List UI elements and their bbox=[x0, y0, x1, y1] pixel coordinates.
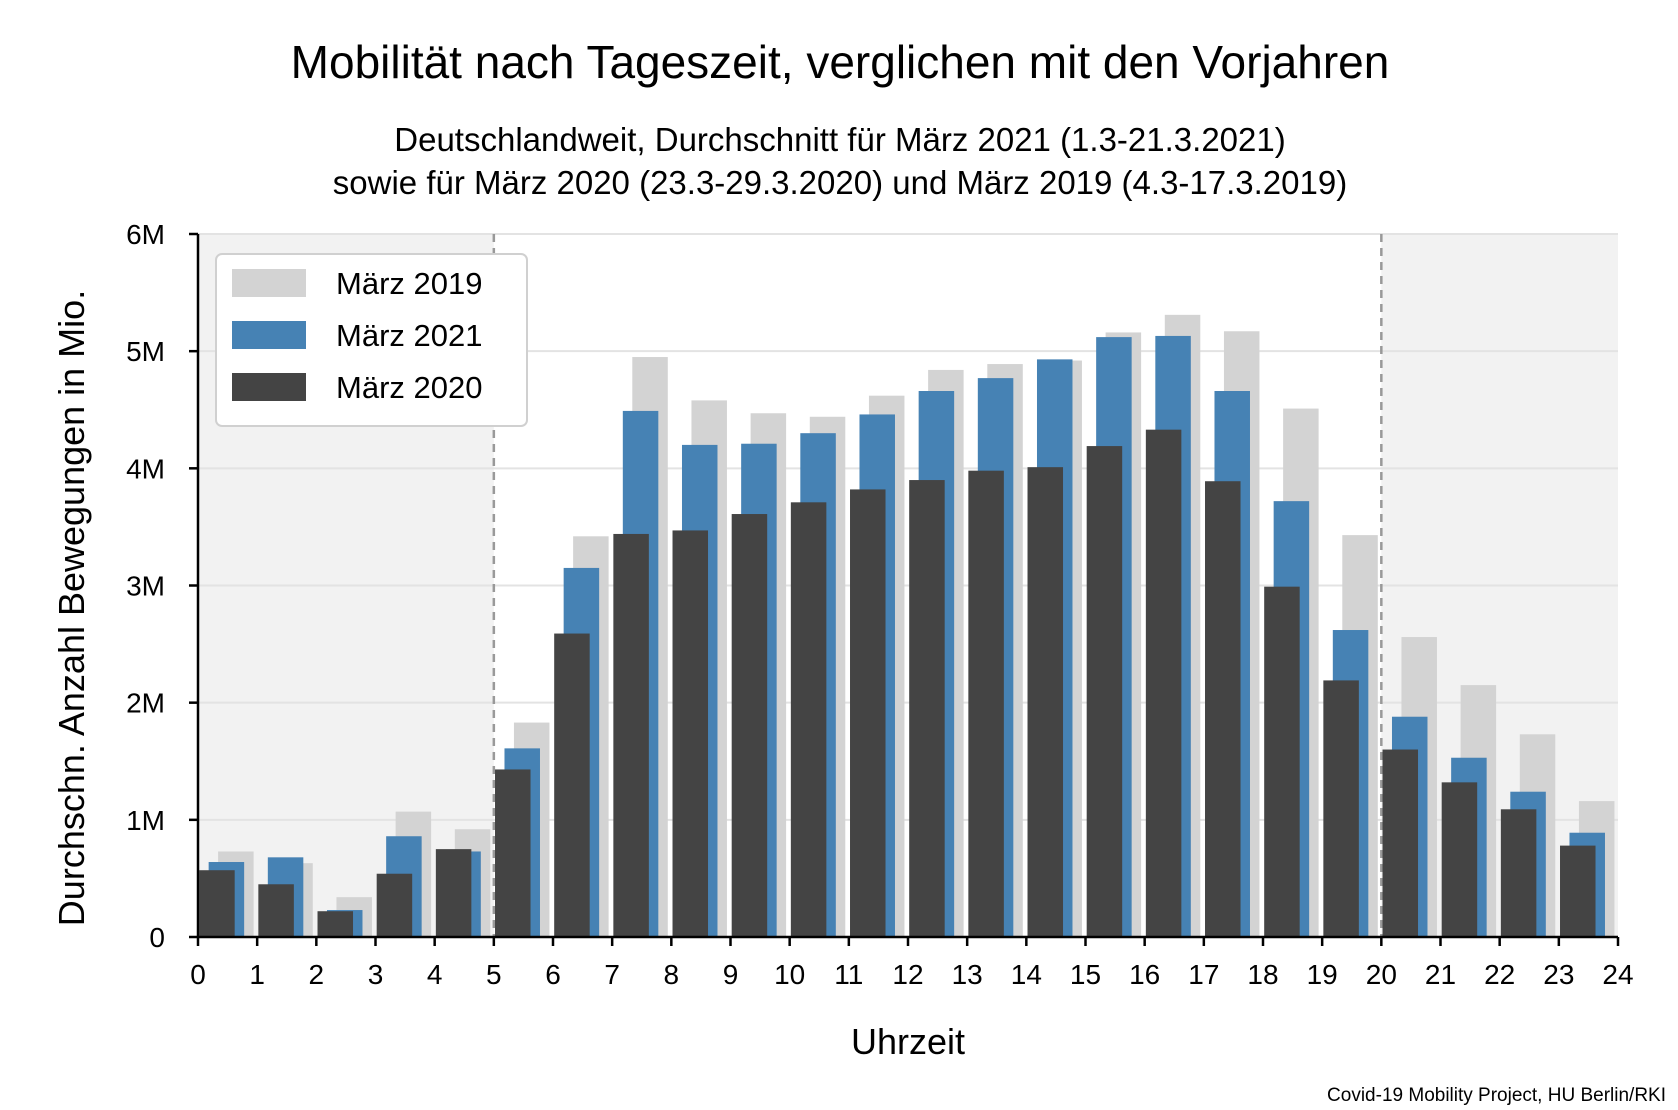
bar-2020-12 bbox=[909, 480, 945, 937]
x-tick-label-24: 24 bbox=[1602, 959, 1633, 990]
y-axis-ticks: 0 1M 2M 3M 4M 5M 6M bbox=[126, 219, 198, 953]
bar-2020-22 bbox=[1500, 809, 1537, 937]
x-tick-label-16: 16 bbox=[1129, 959, 1160, 990]
x-tick-label-7: 7 bbox=[604, 959, 620, 990]
x-tick-label-12: 12 bbox=[892, 959, 923, 990]
x-tick-label-13: 13 bbox=[952, 959, 983, 990]
x-tick-label-4: 4 bbox=[427, 959, 443, 990]
bar-2020-6 bbox=[554, 633, 590, 937]
bar-2020-10 bbox=[790, 502, 827, 937]
y-tick-label-6M: 6M bbox=[126, 219, 165, 250]
x-tick-label-20: 20 bbox=[1366, 959, 1397, 990]
bar-2020-21 bbox=[1441, 782, 1478, 937]
bar-2020-16 bbox=[1145, 429, 1182, 937]
bar-2020-17 bbox=[1205, 481, 1241, 937]
bar-2020-14 bbox=[1027, 467, 1064, 937]
bar-2020-9 bbox=[731, 514, 768, 937]
x-tick-label-18: 18 bbox=[1247, 959, 1278, 990]
x-tick-label-2: 2 bbox=[309, 959, 325, 990]
bar-2020-8 bbox=[672, 530, 709, 937]
x-axis-label: Uhrzeit bbox=[851, 1021, 965, 1062]
x-tick-label-6: 6 bbox=[545, 959, 561, 990]
y-tick-label-2M: 2M bbox=[126, 688, 165, 719]
bar-2020-5 bbox=[495, 769, 531, 937]
chart-subtitle-line-2: sowie für März 2020 (23.3-29.3.2020) und… bbox=[333, 164, 1347, 201]
bar-2020-23 bbox=[1560, 845, 1596, 937]
legend-swatch-2 bbox=[232, 373, 306, 401]
bar-2020-1 bbox=[258, 884, 294, 937]
x-tick-label-10: 10 bbox=[774, 959, 805, 990]
y-tick-label-3M: 3M bbox=[126, 571, 165, 602]
legend-swatch-1 bbox=[232, 321, 306, 349]
bar-2020-4 bbox=[435, 849, 472, 937]
bar-2020-7 bbox=[613, 533, 649, 937]
bar-2020-0 bbox=[199, 870, 235, 937]
bar-2020-19 bbox=[1323, 680, 1359, 937]
chart-title: Mobilität nach Tageszeit, verglichen mit… bbox=[291, 36, 1390, 88]
x-tick-label-21: 21 bbox=[1425, 959, 1456, 990]
bar-2020-3 bbox=[376, 873, 413, 937]
bar-2020-11 bbox=[850, 489, 886, 937]
x-axis-ticks: 0 1 2 3 4 5 6 7 8 9 10 11 12 13 14 15 16 17 18 19 20 21 22 23 24 bbox=[190, 937, 1634, 990]
x-tick-label-11: 11 bbox=[834, 959, 863, 990]
y-axis-label: Durchschn. Anzahl Bewegungen in Mio. bbox=[51, 290, 92, 926]
bar-2020-2 bbox=[317, 911, 354, 937]
x-tick-label-14: 14 bbox=[1011, 959, 1042, 990]
legend-label-1: März 2021 bbox=[336, 318, 482, 353]
x-tick-label-19: 19 bbox=[1307, 959, 1338, 990]
bar-2020-18 bbox=[1264, 586, 1300, 937]
x-tick-label-0: 0 bbox=[190, 959, 206, 990]
x-tick-label-17: 17 bbox=[1188, 959, 1219, 990]
bar-2020-13 bbox=[968, 470, 1004, 937]
x-tick-label-22: 22 bbox=[1484, 959, 1515, 990]
bars bbox=[199, 314, 1615, 938]
x-tick-label-3: 3 bbox=[368, 959, 384, 990]
x-tick-label-8: 8 bbox=[664, 959, 680, 990]
x-tick-label-1: 1 bbox=[249, 959, 265, 990]
legend-label-2: März 2020 bbox=[336, 370, 482, 405]
y-tick-label-1M: 1M bbox=[126, 805, 165, 836]
x-tick-label-15: 15 bbox=[1070, 959, 1101, 990]
x-tick-label-5: 5 bbox=[486, 959, 502, 990]
y-tick-label-0: 0 bbox=[149, 922, 165, 953]
bar-2020-15 bbox=[1086, 446, 1123, 937]
bar-2020-20 bbox=[1382, 749, 1419, 937]
legend-label-0: März 2019 bbox=[336, 266, 482, 301]
y-tick-label-5M: 5M bbox=[126, 336, 165, 367]
chart-subtitle-line-1: Deutschlandweit, Durchschnitt für März 2… bbox=[394, 121, 1285, 158]
source-note: Covid-19 Mobility Project, HU Berlin/RKI bbox=[1327, 1085, 1666, 1106]
legend-swatch-0 bbox=[232, 269, 306, 297]
x-tick-label-23: 23 bbox=[1543, 959, 1574, 990]
x-tick-label-9: 9 bbox=[723, 959, 739, 990]
y-tick-label-4M: 4M bbox=[126, 453, 165, 484]
legend: März 2019 März 2021 März 2020 bbox=[215, 253, 528, 427]
